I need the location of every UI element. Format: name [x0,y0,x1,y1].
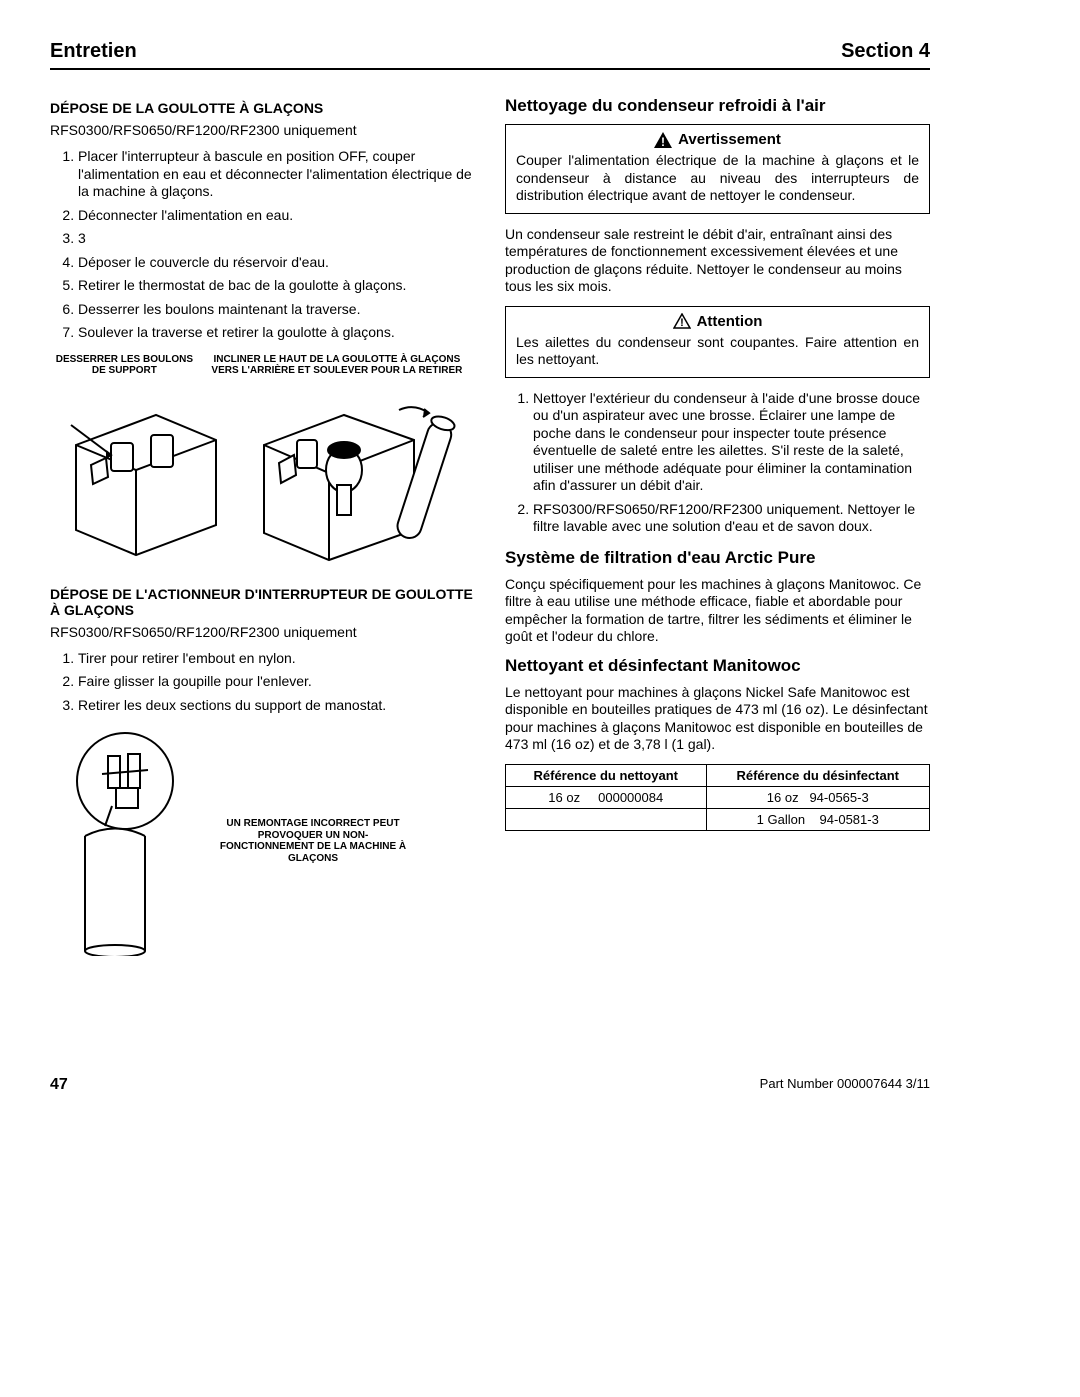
svg-text:!: ! [680,317,684,329]
step: Faire glisser la goupille pour l'enlever… [78,673,475,691]
left-column: DÉPOSE DE LA GOULOTTE À GLAÇONS RFS0300/… [50,90,475,956]
table-cell: 16 oz 000000084 [506,786,707,808]
condenser-para: Un condenseur sale restreint le débit d'… [505,226,930,296]
table-cell [506,808,707,830]
attention-label: Attention [697,313,763,330]
attention-icon: ! [673,313,691,329]
header-right: Section 4 [841,40,930,63]
table-cell: 1 Gallon 94-0581-3 [706,808,930,830]
step: 3 [78,230,475,248]
diagram-caption: UN REMONTAGE INCORRECT PEUT PROVOQUER UN… [218,818,408,864]
heading-depose-actionneur: DÉPOSE DE L'ACTIONNEUR D'INTERRUPTEUR DE… [50,586,475,618]
table-header: Référence du nettoyant [506,764,707,786]
title-arctic-pure: Système de filtration d'eau Arctic Pure [505,548,930,568]
content-columns: DÉPOSE DE LA GOULOTTE À GLAÇONS RFS0300/… [50,90,930,956]
header-left: Entretien [50,40,137,63]
table-cell: 16 oz 94-0565-3 [706,786,930,808]
table-header: Référence du désinfectant [706,764,930,786]
steps-list-3: Nettoyer l'extérieur du condenseur à l'a… [505,390,930,536]
nettoyant-para: Le nettoyant pour machines à glaçons Nic… [505,684,930,754]
title-nettoyant: Nettoyant et désinfectant Manitowoc [505,656,930,676]
diagram-label-left: DESSERRER LES BOULONS DE SUPPORT [50,354,199,376]
step: Retirer les deux sections du support de … [78,697,475,715]
warning-text: Couper l'alimentation électrique de la m… [516,152,919,205]
page-footer: 47 Part Number 000007644 3/11 [50,1076,930,1094]
diagram-actionneur: UN REMONTAGE INCORRECT PEUT PROVOQUER UN… [50,726,475,956]
models-line-1: RFS0300/RFS0650/RF1200/RF2300 uniquement [50,122,475,138]
step: Desserrer les boulons maintenant la trav… [78,301,475,319]
step: Soulever la traverse et retirer la goulo… [78,324,475,342]
reference-table: Référence du nettoyant Référence du dési… [505,764,930,831]
technical-drawing-2 [50,726,200,956]
title-nettoyage-condenseur: Nettoyage du condenseur refroidi à l'air [505,96,930,116]
part-number: Part Number 000007644 3/11 [760,1076,930,1094]
warning-icon: ! [654,132,672,148]
step: Retirer le thermostat de bac de la goulo… [78,277,475,295]
steps-list-1: Placer l'interrupteur à bascule en posit… [50,148,475,342]
warning-label: Avertissement [678,131,781,148]
steps-list-2: Tirer pour retirer l'embout en nylon. Fa… [50,650,475,715]
step: RFS0300/RFS0650/RF1200/RF2300 uniquement… [533,501,930,536]
attention-box: ! Attention Les ailettes du condenseur s… [505,306,930,378]
svg-text:!: ! [661,135,665,148]
arctic-para: Conçu spécifiquement pour les machines à… [505,576,930,646]
step: Placer l'interrupteur à bascule en posit… [78,148,475,201]
page-header: Entretien Section 4 [50,40,930,70]
right-column: Nettoyage du condenseur refroidi à l'air… [505,90,930,956]
diagram-label-right: INCLINER LE HAUT DE LA GOULOTTE À GLAÇON… [199,354,475,376]
attention-text: Les ailettes du condenseur sont coupante… [516,334,919,369]
technical-drawing-1 [50,380,475,570]
step: Déposer le couvercle du réservoir d'eau. [78,254,475,272]
models-line-2: RFS0300/RFS0650/RF1200/RF2300 uniquement [50,624,475,640]
page-number: 47 [50,1076,68,1094]
warning-box: ! Avertissement Couper l'alimentation él… [505,124,930,214]
diagram-goulotte: DESSERRER LES BOULONS DE SUPPORT INCLINE… [50,354,475,570]
step: Déconnecter l'alimentation en eau. [78,207,475,225]
step: Tirer pour retirer l'embout en nylon. [78,650,475,668]
step: Nettoyer l'extérieur du condenseur à l'a… [533,390,930,495]
heading-depose-goulotte: DÉPOSE DE LA GOULOTTE À GLAÇONS [50,100,475,116]
